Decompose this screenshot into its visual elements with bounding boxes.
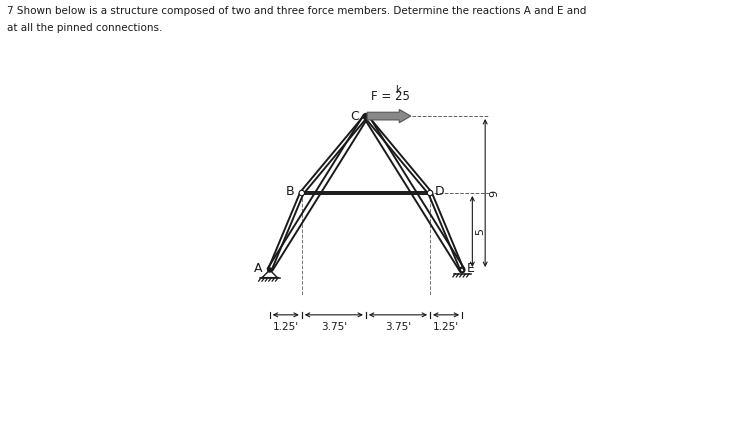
Text: 5: 5: [475, 228, 486, 235]
Circle shape: [300, 192, 303, 194]
Text: D: D: [435, 185, 444, 198]
Text: F = 25: F = 25: [371, 90, 410, 103]
Circle shape: [268, 268, 272, 272]
Circle shape: [299, 191, 304, 196]
Circle shape: [429, 192, 432, 194]
Text: 7 Shown below is a structure composed of two and three force members. Determine : 7 Shown below is a structure composed of…: [7, 6, 587, 16]
Text: C: C: [350, 110, 358, 123]
Text: B: B: [286, 185, 295, 198]
Text: A: A: [254, 262, 262, 275]
Text: at all the pinned connections.: at all the pinned connections.: [7, 23, 163, 32]
Text: 1.25': 1.25': [273, 322, 299, 332]
Circle shape: [364, 113, 369, 119]
Text: 1.25': 1.25': [433, 322, 459, 332]
FancyArrow shape: [367, 110, 411, 123]
Text: E: E: [467, 262, 474, 275]
Text: 3.75': 3.75': [385, 322, 411, 332]
Text: 3.75': 3.75': [321, 322, 347, 332]
Text: k: k: [395, 85, 401, 95]
Polygon shape: [262, 270, 277, 278]
Circle shape: [427, 191, 432, 196]
Text: 9: 9: [489, 190, 499, 197]
